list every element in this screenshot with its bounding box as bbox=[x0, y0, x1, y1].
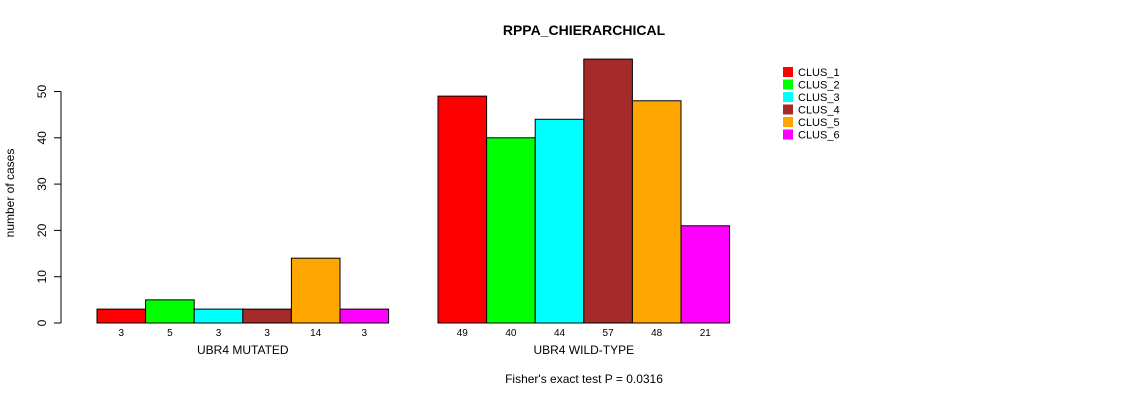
legend-swatch bbox=[783, 79, 793, 90]
y-tick-label: 50 bbox=[35, 85, 49, 99]
legend-swatch bbox=[783, 117, 793, 127]
y-tick-label: 10 bbox=[35, 270, 49, 284]
legend-label: CLUS_1 bbox=[798, 67, 840, 79]
y-tick-label: 30 bbox=[35, 177, 49, 191]
bar-clus-5 bbox=[631, 100, 682, 324]
bar-clus-4 bbox=[242, 308, 292, 324]
chart-title: RPPA_CHIERARCHICAL bbox=[503, 22, 666, 38]
bar-value-label: 44 bbox=[554, 328, 566, 339]
bar-value-label: 49 bbox=[457, 328, 469, 339]
bar-clus-5 bbox=[290, 257, 341, 324]
y-tick-label: 40 bbox=[35, 131, 49, 145]
bar-value-label: 40 bbox=[505, 328, 517, 339]
bar-clus-3 bbox=[193, 308, 244, 324]
bar-value-label: 3 bbox=[216, 328, 222, 339]
bar-value-label: 21 bbox=[700, 328, 712, 339]
y-axis: 0 10 20 30 40 50 bbox=[35, 85, 62, 326]
bar-clus-3 bbox=[534, 118, 585, 324]
bar-value-label: 5 bbox=[167, 328, 173, 339]
legend-swatch bbox=[783, 104, 793, 115]
y-tick-label: 20 bbox=[35, 223, 49, 237]
legend-swatch bbox=[783, 129, 793, 140]
fisher-test-footnote: Fisher's exact test P = 0.0316 bbox=[505, 372, 663, 386]
bar-clus-2 bbox=[486, 137, 536, 324]
bar-clus-2 bbox=[145, 299, 195, 324]
group-label: UBR4 MUTATED bbox=[197, 343, 289, 357]
legend-swatch bbox=[783, 92, 793, 102]
bar-value-label: 14 bbox=[310, 328, 322, 339]
legend-label: CLUS_6 bbox=[798, 130, 840, 142]
group-label: UBR4 WILD-TYPE bbox=[533, 343, 634, 357]
y-tick-label: 0 bbox=[35, 319, 49, 326]
legend-swatch bbox=[783, 67, 793, 77]
bar-clus-1 bbox=[96, 308, 147, 324]
group-labels: UBR4 MUTATED UBR4 WILD-TYPE bbox=[197, 343, 634, 357]
legend-label: CLUS_4 bbox=[798, 105, 840, 117]
y-axis-label: number of cases bbox=[3, 149, 17, 238]
bar-value-label: 3 bbox=[119, 328, 125, 339]
bar-clus-6 bbox=[680, 225, 731, 324]
bars: 3 5 3 3 14 3 49 40 44 57 48 21 bbox=[96, 58, 731, 339]
legend-label: CLUS_2 bbox=[798, 80, 840, 92]
legend-label: CLUS_5 bbox=[798, 117, 840, 129]
bar-value-label: 3 bbox=[264, 328, 270, 339]
bar-clus-6 bbox=[339, 308, 390, 324]
bar-value-label: 57 bbox=[603, 328, 615, 339]
bar-clus-1 bbox=[437, 95, 488, 324]
bar-clus-4 bbox=[583, 58, 633, 324]
legend-label: CLUS_3 bbox=[798, 92, 840, 104]
bar-value-label: 48 bbox=[651, 328, 663, 339]
bar-value-label: 3 bbox=[362, 328, 368, 339]
